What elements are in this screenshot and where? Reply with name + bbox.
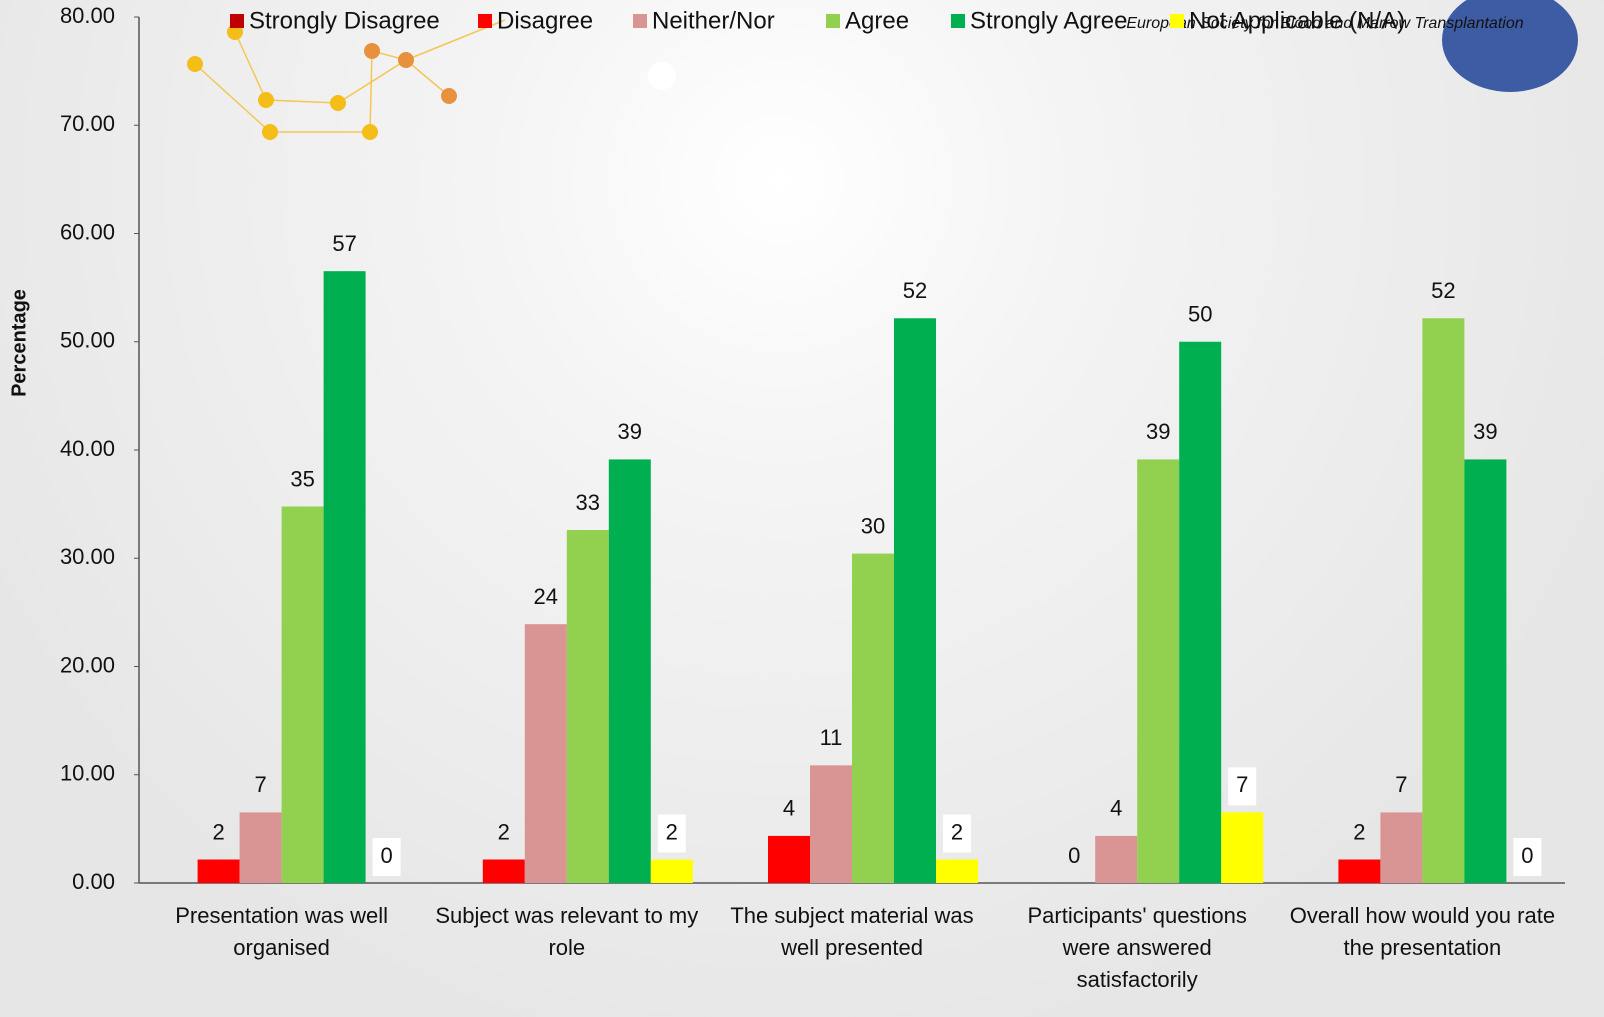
data-label: 52 bbox=[1431, 278, 1455, 303]
x-tick-label: The subject material was well presented bbox=[730, 903, 974, 960]
data-label: 7 bbox=[1395, 772, 1407, 797]
data-label: 24 bbox=[534, 584, 558, 609]
bar bbox=[323, 271, 366, 883]
data-label: 35 bbox=[290, 466, 314, 491]
bar bbox=[894, 318, 936, 883]
data-label: 2 bbox=[666, 819, 678, 844]
data-label: 11 bbox=[820, 725, 843, 750]
data-label: 2 bbox=[951, 819, 963, 844]
data-label: 0 bbox=[380, 843, 392, 868]
bar bbox=[1422, 318, 1465, 883]
bar bbox=[482, 859, 525, 883]
bar bbox=[1380, 812, 1423, 883]
data-label-box bbox=[657, 814, 686, 853]
data-label: 39 bbox=[1146, 419, 1170, 444]
legend-label: Not Applicable (N/A) bbox=[1189, 7, 1405, 34]
data-label: 4 bbox=[783, 796, 795, 821]
bar bbox=[524, 624, 567, 883]
bar bbox=[852, 553, 894, 883]
y-tick-label: 30.00 bbox=[60, 544, 115, 569]
x-tick-label: Subject was relevant to my role bbox=[435, 903, 699, 960]
y-tick-label: 20.00 bbox=[60, 652, 115, 677]
data-label-box bbox=[1513, 838, 1542, 876]
bar bbox=[1137, 459, 1180, 883]
legend-swatch bbox=[478, 14, 492, 28]
bar bbox=[197, 859, 240, 883]
legend-label: Strongly Agree bbox=[970, 7, 1127, 34]
bar bbox=[1221, 812, 1264, 883]
y-tick-label: 70.00 bbox=[60, 111, 115, 136]
legend-label: Disagree bbox=[497, 7, 593, 34]
data-label: 0 bbox=[1521, 843, 1533, 868]
decoration bbox=[187, 0, 1578, 140]
bar bbox=[239, 812, 282, 883]
data-label: 33 bbox=[576, 490, 600, 515]
data-label: 50 bbox=[1188, 302, 1212, 327]
legend-swatch bbox=[951, 14, 965, 28]
x-tick-label: Presentation was well organised bbox=[175, 903, 388, 960]
y-axis-title: Percentage bbox=[8, 289, 30, 397]
legend-swatch bbox=[1170, 14, 1184, 28]
data-label: 7 bbox=[1236, 772, 1248, 797]
x-tick-label: Overall how would you rate the presentat… bbox=[1289, 903, 1556, 960]
bar bbox=[1179, 341, 1222, 883]
bar bbox=[1338, 859, 1381, 883]
bar bbox=[566, 529, 609, 883]
data-label-box bbox=[943, 814, 971, 853]
data-label: 0 bbox=[1068, 843, 1080, 868]
bar bbox=[608, 459, 651, 883]
y-tick-label: 40.00 bbox=[60, 436, 115, 461]
legend-swatch bbox=[633, 14, 647, 28]
bar bbox=[768, 835, 810, 883]
data-label: 52 bbox=[903, 278, 927, 303]
data-label: 57 bbox=[332, 231, 356, 256]
bar bbox=[650, 859, 693, 883]
bar bbox=[281, 506, 324, 883]
y-tick-label: 80.00 bbox=[60, 3, 115, 28]
legend-label: Strongly Disagree bbox=[249, 7, 440, 34]
data-label-box bbox=[1228, 767, 1257, 806]
data-label: 30 bbox=[861, 513, 885, 538]
bar bbox=[810, 765, 852, 883]
data-label: 2 bbox=[212, 819, 224, 844]
data-label-box bbox=[372, 838, 401, 876]
legend-label: Agree bbox=[845, 7, 909, 34]
data-label: 39 bbox=[1473, 419, 1497, 444]
bar bbox=[936, 859, 978, 883]
data-label: 4 bbox=[1110, 796, 1122, 821]
data-label: 39 bbox=[618, 419, 642, 444]
logo-text: European Society for Blood and Marrow Tr… bbox=[1126, 15, 1523, 32]
legend-swatch bbox=[230, 14, 244, 28]
y-tick-label: 0.00 bbox=[72, 869, 115, 894]
y-tick-label: 10.00 bbox=[60, 761, 115, 786]
bar bbox=[1464, 459, 1507, 883]
legend-swatch bbox=[826, 14, 840, 28]
x-tick-label: Participants' questions were answered sa… bbox=[1027, 903, 1247, 992]
data-label: 7 bbox=[254, 772, 266, 797]
data-label: 2 bbox=[1353, 819, 1365, 844]
y-tick-label: 50.00 bbox=[60, 328, 115, 353]
bar bbox=[1095, 835, 1138, 883]
legend-label: Neither/Nor bbox=[652, 7, 775, 34]
data-label: 2 bbox=[498, 819, 510, 844]
y-tick-label: 60.00 bbox=[60, 219, 115, 244]
